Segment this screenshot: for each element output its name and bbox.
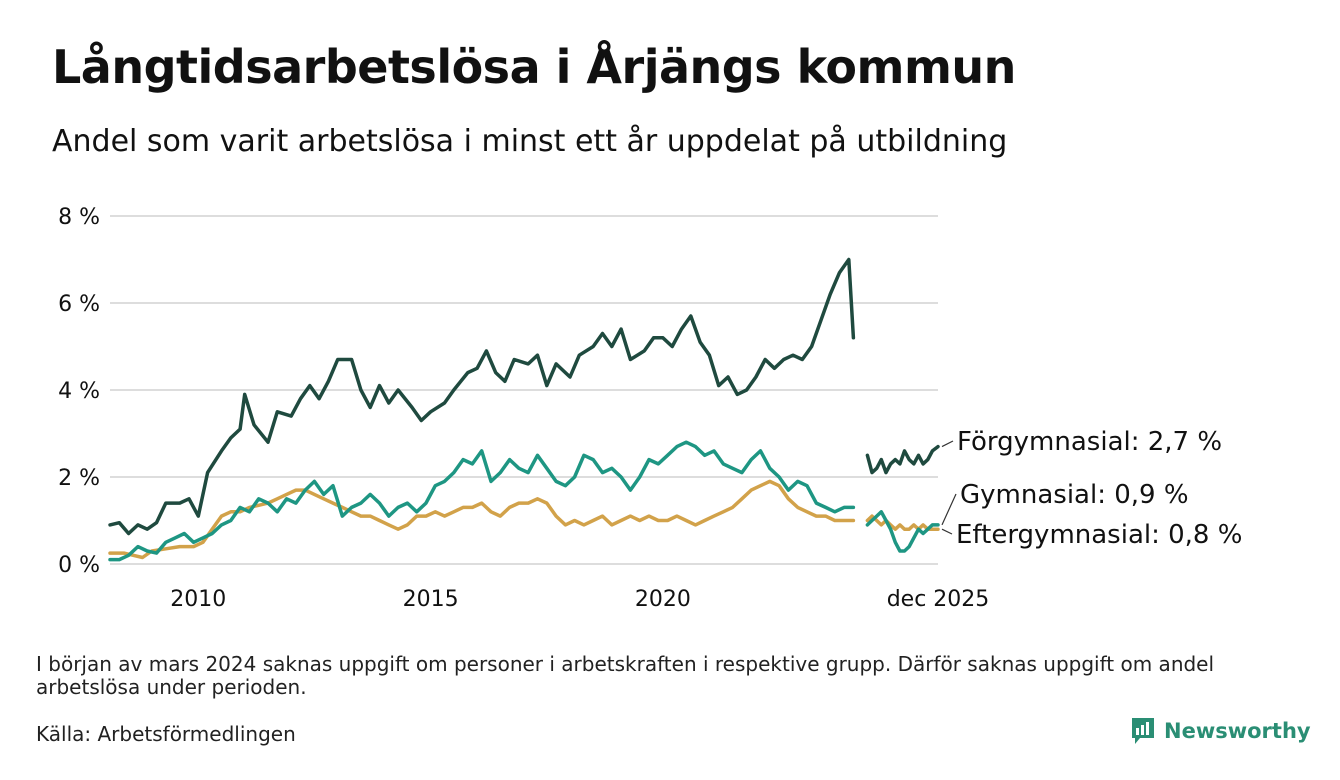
series-line-forgymnasial [108,257,856,536]
leader-line-gymnasial [941,493,957,526]
series-labels: Förgymnasial: 2,7 % Gymnasial: 0,9 % Efter… [941,427,1242,550]
series-line-eftergymnasial [108,479,856,560]
leader-line-eftergymnasial [941,528,953,535]
end-label-forgymnasial: Förgymnasial: 2,7 % [957,427,1222,457]
source-text: Källa: Arbetsförmedlingen [36,722,296,746]
chart-title: Långtidsarbetslösa i Årjängs kommun [52,40,1016,94]
end-label-eftergymnasial: Eftergymnasial: 0,8 % [956,520,1242,550]
footnote: I början av mars 2024 saknas uppgift om … [36,652,1215,699]
y-tick-label: 6 % [58,292,100,317]
series-line-eftergymnasial-after-gap [865,514,940,531]
y-tick-label: 8 % [58,205,100,230]
x-tick-label: 2010 [170,587,226,612]
y-tick-label: 2 % [58,466,100,491]
x-tick-label: dec 2025 [887,587,990,612]
brand-name: Newsworthy [1164,719,1311,743]
x-tick-label: 2020 [635,587,691,612]
series-line-gymnasial-after-gap [865,510,940,553]
series-line-forgymnasial-after-gap [865,444,940,475]
x-tick-label: 2015 [403,587,459,612]
chart-subtitle: Andel som varit arbetslösa i minst ett å… [52,124,1008,159]
end-label-gymnasial: Gymnasial: 0,9 % [960,480,1189,510]
series-line-gymnasial [108,440,856,562]
line-chart: 0 % 2 % 4 % 6 % 8 % 2010 2015 2020 dec 2025 För… [58,205,1242,612]
leader-line-forgymnasial [941,440,954,448]
y-tick-label: 0 % [58,553,100,578]
grid-layer [110,215,938,565]
series-lines [108,257,940,562]
y-axis: 0 % 2 % 4 % 6 % 8 % [58,205,100,578]
y-tick-label: 4 % [58,379,100,404]
newsworthy-icon [1132,718,1154,744]
newsworthy-logo[interactable]: Newsworthy [1130,716,1311,746]
x-axis: 2010 2015 2020 dec 2025 [170,587,989,612]
